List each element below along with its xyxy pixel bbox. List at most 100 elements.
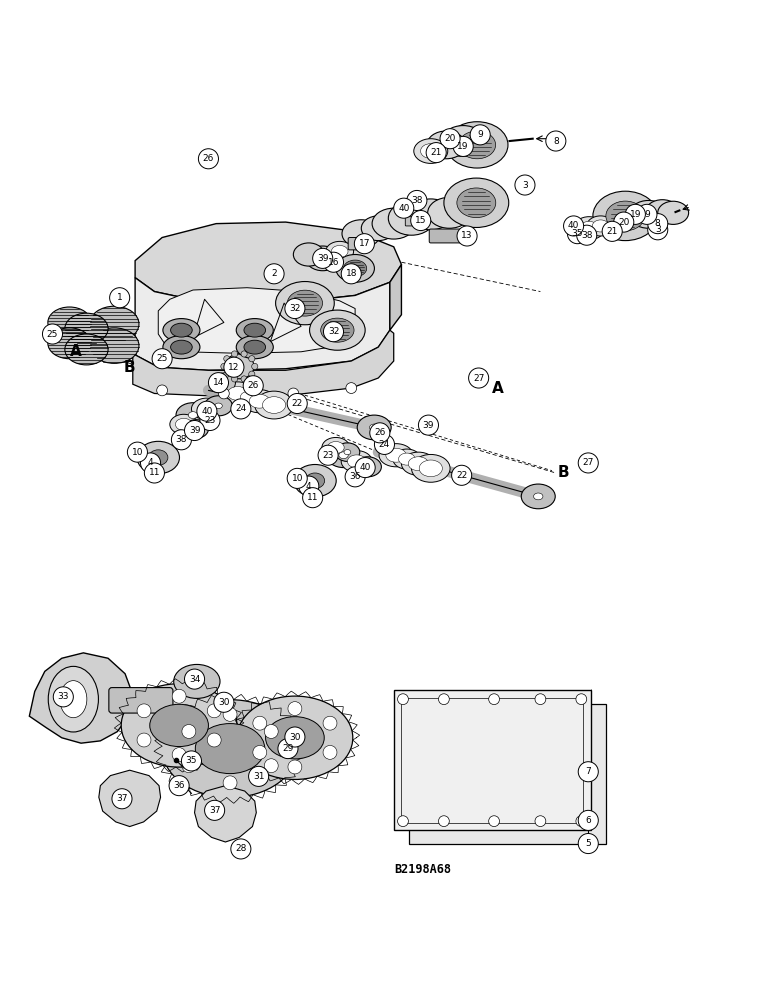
Circle shape [241, 351, 247, 357]
Circle shape [224, 357, 244, 377]
Text: 30: 30 [218, 698, 229, 707]
Circle shape [535, 816, 546, 827]
Polygon shape [29, 653, 133, 743]
Text: 37: 37 [117, 794, 127, 803]
Text: 6: 6 [585, 816, 591, 825]
Text: 4: 4 [306, 482, 312, 491]
Ellipse shape [225, 354, 254, 379]
Ellipse shape [327, 443, 361, 468]
Text: 33: 33 [58, 692, 69, 701]
Circle shape [231, 399, 251, 419]
Ellipse shape [170, 414, 198, 434]
Text: 14: 14 [213, 378, 224, 387]
Circle shape [223, 707, 237, 721]
Circle shape [602, 221, 622, 241]
Circle shape [398, 694, 408, 705]
Text: 36: 36 [174, 781, 185, 790]
Text: 9: 9 [644, 210, 650, 219]
Polygon shape [390, 265, 401, 330]
Circle shape [185, 420, 205, 441]
Text: 34: 34 [189, 675, 200, 684]
Circle shape [341, 264, 361, 284]
Text: 38: 38 [581, 231, 592, 240]
Text: 11: 11 [149, 468, 160, 477]
Circle shape [200, 410, 220, 431]
Circle shape [182, 725, 196, 738]
Ellipse shape [388, 201, 435, 235]
Ellipse shape [195, 724, 265, 774]
Ellipse shape [580, 221, 598, 235]
Text: 22: 22 [456, 471, 467, 480]
Circle shape [231, 839, 251, 859]
Text: 21: 21 [431, 148, 442, 157]
Ellipse shape [236, 336, 273, 359]
Circle shape [323, 745, 337, 759]
Text: 26: 26 [248, 381, 259, 390]
Circle shape [221, 363, 227, 370]
Circle shape [182, 759, 196, 773]
Circle shape [287, 468, 307, 488]
Text: 4: 4 [147, 458, 154, 467]
Ellipse shape [658, 201, 689, 224]
Ellipse shape [393, 449, 421, 469]
Ellipse shape [276, 282, 334, 325]
Ellipse shape [354, 457, 381, 477]
Circle shape [354, 234, 374, 254]
Text: 24: 24 [379, 440, 390, 449]
Ellipse shape [341, 451, 372, 472]
Ellipse shape [533, 493, 543, 500]
Polygon shape [158, 288, 355, 353]
Text: 1: 1 [117, 293, 123, 302]
Circle shape [287, 393, 307, 414]
Ellipse shape [409, 199, 452, 230]
Circle shape [223, 776, 237, 790]
Ellipse shape [593, 191, 658, 241]
Ellipse shape [310, 310, 365, 350]
Circle shape [469, 368, 489, 388]
Ellipse shape [645, 200, 679, 224]
Circle shape [232, 351, 238, 357]
Ellipse shape [361, 216, 395, 241]
Polygon shape [135, 222, 401, 303]
Text: 25: 25 [47, 330, 58, 339]
Circle shape [411, 211, 431, 231]
Text: A: A [492, 381, 504, 396]
Text: 35: 35 [572, 229, 583, 238]
Ellipse shape [191, 677, 203, 686]
Ellipse shape [347, 455, 366, 468]
Text: 29: 29 [283, 744, 293, 753]
Ellipse shape [444, 178, 509, 227]
Ellipse shape [249, 394, 269, 408]
Circle shape [489, 694, 499, 705]
Ellipse shape [235, 387, 262, 407]
Text: A: A [69, 344, 82, 359]
Circle shape [288, 702, 302, 716]
Ellipse shape [306, 246, 340, 271]
Ellipse shape [293, 464, 336, 497]
Text: 22: 22 [292, 399, 303, 408]
Circle shape [535, 694, 546, 705]
Circle shape [127, 442, 147, 462]
Text: 35: 35 [186, 756, 197, 765]
Polygon shape [135, 278, 390, 370]
Text: 23: 23 [323, 451, 334, 460]
Ellipse shape [457, 188, 496, 218]
Ellipse shape [148, 450, 168, 465]
Ellipse shape [327, 441, 344, 454]
Circle shape [112, 789, 132, 809]
Ellipse shape [262, 397, 286, 413]
Circle shape [453, 136, 473, 156]
Ellipse shape [386, 448, 406, 462]
Text: 11: 11 [307, 493, 318, 502]
Text: 40: 40 [201, 407, 212, 416]
Ellipse shape [606, 201, 645, 231]
Ellipse shape [212, 373, 235, 392]
Ellipse shape [90, 306, 139, 342]
Circle shape [285, 299, 305, 319]
Text: 32: 32 [328, 327, 339, 336]
Circle shape [418, 415, 438, 435]
Ellipse shape [163, 319, 200, 342]
Ellipse shape [357, 415, 391, 440]
Ellipse shape [414, 139, 448, 163]
Circle shape [313, 248, 333, 268]
